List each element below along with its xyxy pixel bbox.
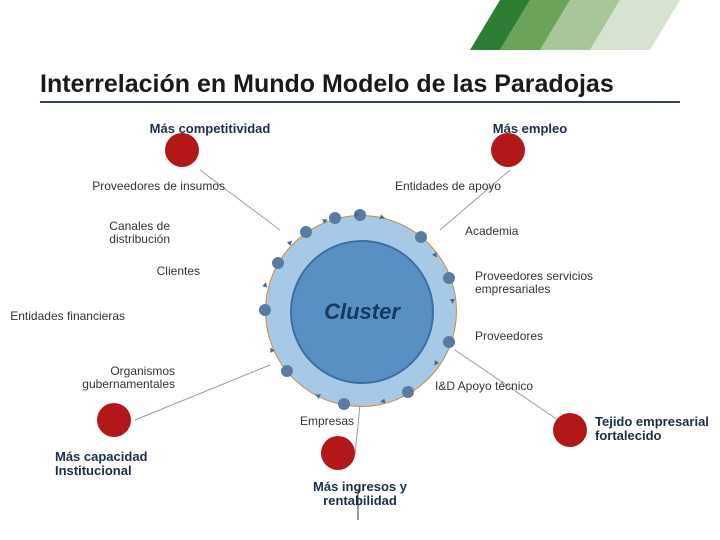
orbit-label: Clientes [140, 265, 200, 278]
orbit-label: Organismos gubernamentales [45, 365, 175, 391]
slide-title: Interrelación en Mundo Modelo de las Par… [40, 70, 680, 103]
outer-node [553, 413, 587, 447]
orbit-node [272, 257, 284, 269]
orbit-node [300, 226, 312, 238]
orbit-label: Entidades de apoyo [395, 180, 535, 193]
outer-label: Más capacidad Institucional [55, 450, 195, 479]
orbit-label: I&D Apoyo técnico [435, 380, 565, 393]
header-bar [0, 0, 720, 50]
orbit-label: Canales de distribución [50, 220, 170, 246]
orbit-arrow-icon: ▸ [446, 298, 457, 304]
outer-label: Tejido empresarial fortalecido [595, 415, 720, 444]
orbit-label: Proveedores [475, 330, 575, 343]
orbit-node [259, 304, 271, 316]
outer-node [491, 133, 525, 167]
orbit-node [443, 272, 455, 284]
orbit-arrow-icon: ▸ [355, 209, 360, 220]
outer-label: Más ingresos y rentabilidad [290, 480, 430, 509]
outer-label: Más empleo [470, 122, 590, 136]
outer-label: Más competitividad [130, 122, 290, 136]
orbit-label: Proveedores servicios empresariales [475, 270, 625, 296]
orbit-node [338, 398, 350, 410]
orbit-label: Proveedores de insumos [85, 180, 225, 193]
orbit-node [402, 386, 414, 398]
cluster-core: Cluster [290, 240, 434, 384]
outer-node [165, 133, 199, 167]
orbit-label: Entidades financieras [0, 310, 125, 323]
header-stripes [0, 0, 720, 50]
outer-node [97, 403, 131, 437]
cluster-diagram: Cluster ▸ Proveedores de insumos ▸ Canales d… [0, 120, 720, 540]
outer-node [321, 436, 355, 470]
orbit-label: Academia [465, 225, 545, 238]
orbit-label: Empresas [300, 415, 380, 428]
